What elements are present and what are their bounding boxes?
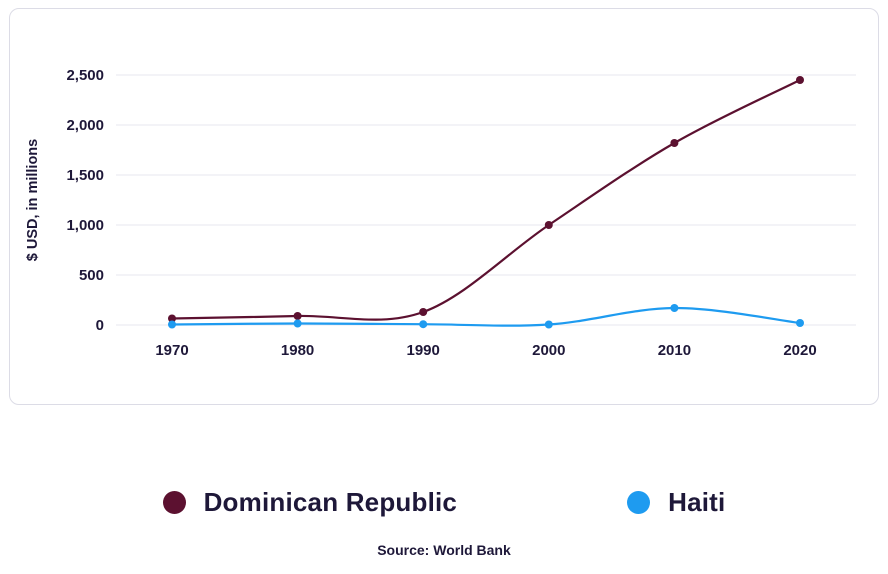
legend: Dominican Republic Haiti xyxy=(0,487,888,518)
x-tick-label: 1970 xyxy=(155,342,188,359)
chart-card: 0 500 1,000 1,500 2,000 2,500 1970 1980 1990 2000… xyxy=(9,8,879,405)
source-text: Source: World Bank xyxy=(377,542,511,558)
legend-item-dominican-republic: Dominican Republic xyxy=(162,487,458,518)
data-point xyxy=(419,320,428,329)
data-point xyxy=(544,320,553,329)
x-tick-label: 2010 xyxy=(658,342,691,359)
y-tick-label: 2,000 xyxy=(66,117,104,134)
data-point xyxy=(544,221,553,229)
y-tick-label: 1,500 xyxy=(66,167,104,184)
series-line xyxy=(170,78,802,321)
data-point xyxy=(670,304,679,312)
data-point xyxy=(670,139,679,147)
legend-item-haiti: Haiti xyxy=(627,487,725,518)
x-tick-label: 1980 xyxy=(281,342,314,359)
line-chart: 0 500 1,000 1,500 2,000 2,500 1970 1980 1990 2000… xyxy=(25,67,856,359)
x-tick-label: 2020 xyxy=(783,342,816,359)
data-point xyxy=(168,320,176,329)
y-tick-label: 2,500 xyxy=(66,67,104,84)
y-axis-title: $ USD, in millions xyxy=(25,139,41,261)
legend-swatch-haiti xyxy=(627,491,651,514)
data-point xyxy=(293,319,302,328)
data-point xyxy=(796,76,804,84)
y-tick-label: 0 xyxy=(96,317,104,334)
data-point xyxy=(293,312,302,320)
data-point xyxy=(796,319,804,327)
data-point xyxy=(419,308,428,316)
y-tick-label: 500 xyxy=(79,267,104,284)
y-tick-label: 1,000 xyxy=(66,217,104,234)
x-tick-label: 2000 xyxy=(532,342,565,359)
data-point xyxy=(168,314,176,323)
series-line xyxy=(170,306,802,327)
page: 0 500 1,000 1,500 2,000 2,500 1970 1980 1990 2000… xyxy=(0,8,888,558)
legend-label-dominican-republic: Dominican Republic xyxy=(203,487,458,517)
legend-swatch-dominican-republic xyxy=(162,491,186,514)
x-tick-label: 1990 xyxy=(407,342,440,359)
legend-label-haiti: Haiti xyxy=(668,487,726,517)
